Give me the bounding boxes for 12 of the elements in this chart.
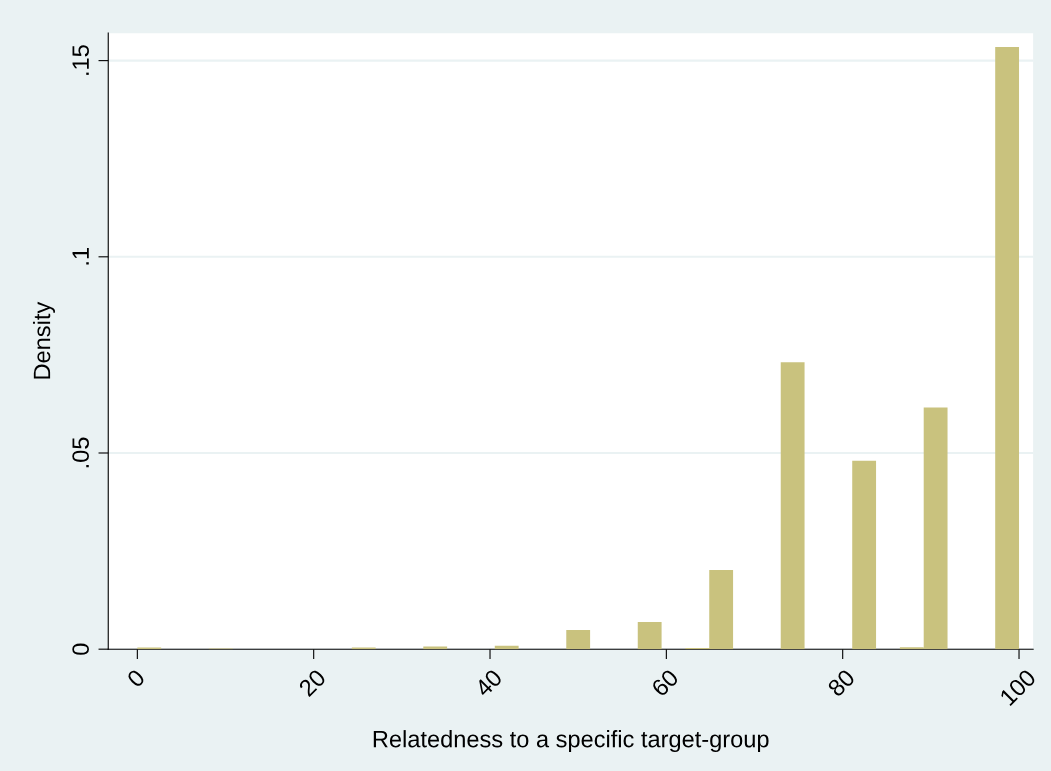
x-tick-label: 0	[126, 668, 146, 689]
x-tick-label: 40	[473, 668, 504, 698]
x-tick-label: 60	[650, 668, 680, 698]
y-tick-label: .1	[72, 248, 89, 265]
y-tick-label: .15	[72, 45, 89, 75]
x-tick-label: 80	[826, 668, 856, 698]
x-tick-label: 20	[297, 668, 327, 698]
y-axis-title: Density	[32, 301, 55, 379]
x-tick-label: 100	[999, 668, 1037, 707]
y-tick-label: 0	[72, 643, 89, 655]
x-axis-title: Relatedness to a specific target-group	[373, 730, 769, 753]
y-tick-label: .05	[72, 437, 89, 468]
